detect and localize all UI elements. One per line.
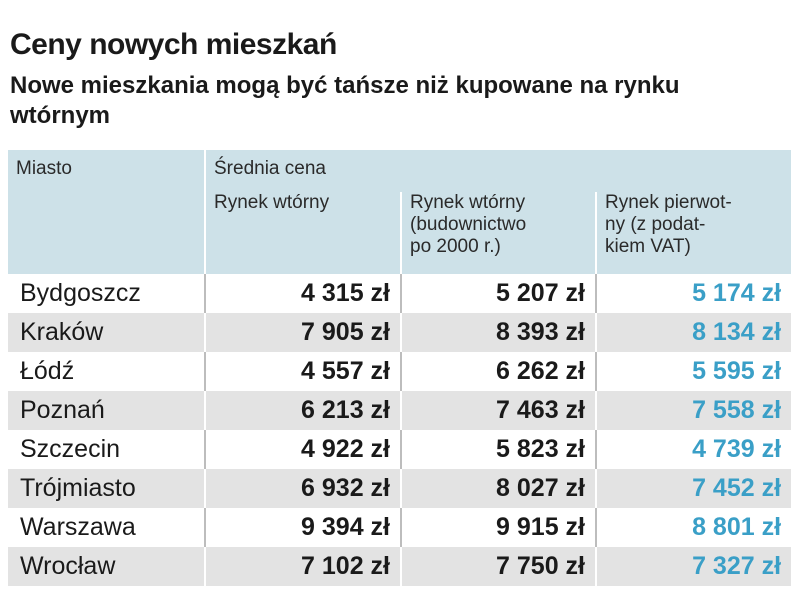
chart-title: Ceny nowych mieszkań — [10, 28, 337, 61]
table-body: Bydgoszcz 4 315 zł 5 207 zł 5 174 zł Kraków 7… — [8, 274, 792, 586]
cell-primary-market-vat: 4 739 zł — [594, 430, 792, 469]
table-row: Bydgoszcz 4 315 zł 5 207 zł 5 174 zł — [8, 274, 792, 313]
header-group-average-price: Średnia cena — [203, 150, 792, 192]
header-primary-market-vat: Rynek pierwot- ny (z podat- kiem VAT) — [594, 192, 792, 274]
table-row: Trójmiasto 6 932 zł 8 027 zł 7 452 zł — [8, 469, 792, 508]
cell-secondary-post-2000: 5 823 zł — [400, 430, 596, 469]
cell-city: Bydgoszcz — [20, 279, 141, 307]
cell-secondary-post-2000: 9 915 zł — [400, 508, 596, 547]
cell-secondary-post-2000: 8 027 zł — [400, 469, 596, 508]
table-row: Szczecin 4 922 zł 5 823 zł 4 739 zł — [8, 430, 792, 469]
price-table: Miasto Średnia cena Rynek wtórny Rynek w… — [8, 150, 792, 586]
cell-city: Trójmiasto — [8, 469, 205, 508]
cell-secondary-market: 7 905 zł — [204, 313, 401, 352]
header-line: ny (z podat- — [605, 214, 706, 235]
cell-primary-market-vat: 8 801 zł — [594, 508, 792, 547]
header-line: Rynek wtórny — [214, 192, 330, 213]
cell-primary-market-vat: 5 174 zł — [594, 274, 792, 313]
table-row: Poznań 6 213 zł 7 463 zł 7 558 zł — [8, 391, 792, 430]
cell-city: Warszawa — [20, 513, 136, 541]
cell-city: Poznań — [8, 391, 205, 430]
header-line: kiem VAT) — [605, 236, 691, 257]
cell-secondary-market: 4 315 zł — [204, 274, 401, 313]
cell-secondary-post-2000: 5 207 zł — [400, 274, 596, 313]
table-header: Miasto Średnia cena Rynek wtórny Rynek w… — [8, 150, 792, 274]
table-row: Wrocław 7 102 zł 7 750 zł 7 327 zł — [8, 547, 792, 586]
cell-secondary-market: 7 102 zł — [204, 547, 401, 586]
cell-primary-market-vat: 5 595 zł — [594, 352, 792, 391]
cell-primary-market-vat: 7 327 zł — [594, 547, 792, 586]
cell-secondary-post-2000: 7 750 zł — [400, 547, 596, 586]
header-line: po 2000 r.) — [410, 236, 501, 257]
cell-secondary-post-2000: 7 463 zł — [400, 391, 596, 430]
chart-subtitle: Nowe mieszkania mogą być tańsze niż kupo… — [10, 72, 680, 129]
cell-secondary-market: 4 922 zł — [204, 430, 401, 469]
cell-secondary-market: 6 932 zł — [204, 469, 401, 508]
table-row: Kraków 7 905 zł 8 393 zł 8 134 zł — [8, 313, 792, 352]
cell-city: Wrocław — [8, 547, 205, 586]
cell-primary-market-vat: 7 452 zł — [594, 469, 792, 508]
header-secondary-market-post-2000: Rynek wtórny (budownictwo po 2000 r.) — [400, 192, 596, 274]
header-line: (budownictwo — [410, 214, 527, 235]
header-line: Rynek pierwot- — [605, 192, 732, 213]
cell-secondary-post-2000: 8 393 zł — [400, 313, 596, 352]
header-line: Rynek wtórny — [410, 192, 526, 213]
cell-primary-market-vat: 7 558 zł — [594, 391, 792, 430]
cell-secondary-market: 6 213 zł — [204, 391, 401, 430]
cell-city: Szczecin — [20, 435, 121, 463]
table-row: Łódź 4 557 zł 6 262 zł 5 595 zł — [8, 352, 792, 391]
cell-secondary-post-2000: 6 262 zł — [400, 352, 596, 391]
cell-secondary-market: 4 557 zł — [204, 352, 401, 391]
cell-secondary-market: 9 394 zł — [204, 508, 401, 547]
table-row: Warszawa 9 394 zł 9 915 zł 8 801 zł — [8, 508, 792, 547]
cell-city: Kraków — [8, 313, 205, 352]
cell-primary-market-vat: 8 134 zł — [594, 313, 792, 352]
header-secondary-market: Rynek wtórny — [204, 192, 401, 274]
cell-city: Łódź — [20, 357, 75, 385]
header-city: Miasto — [8, 150, 205, 274]
